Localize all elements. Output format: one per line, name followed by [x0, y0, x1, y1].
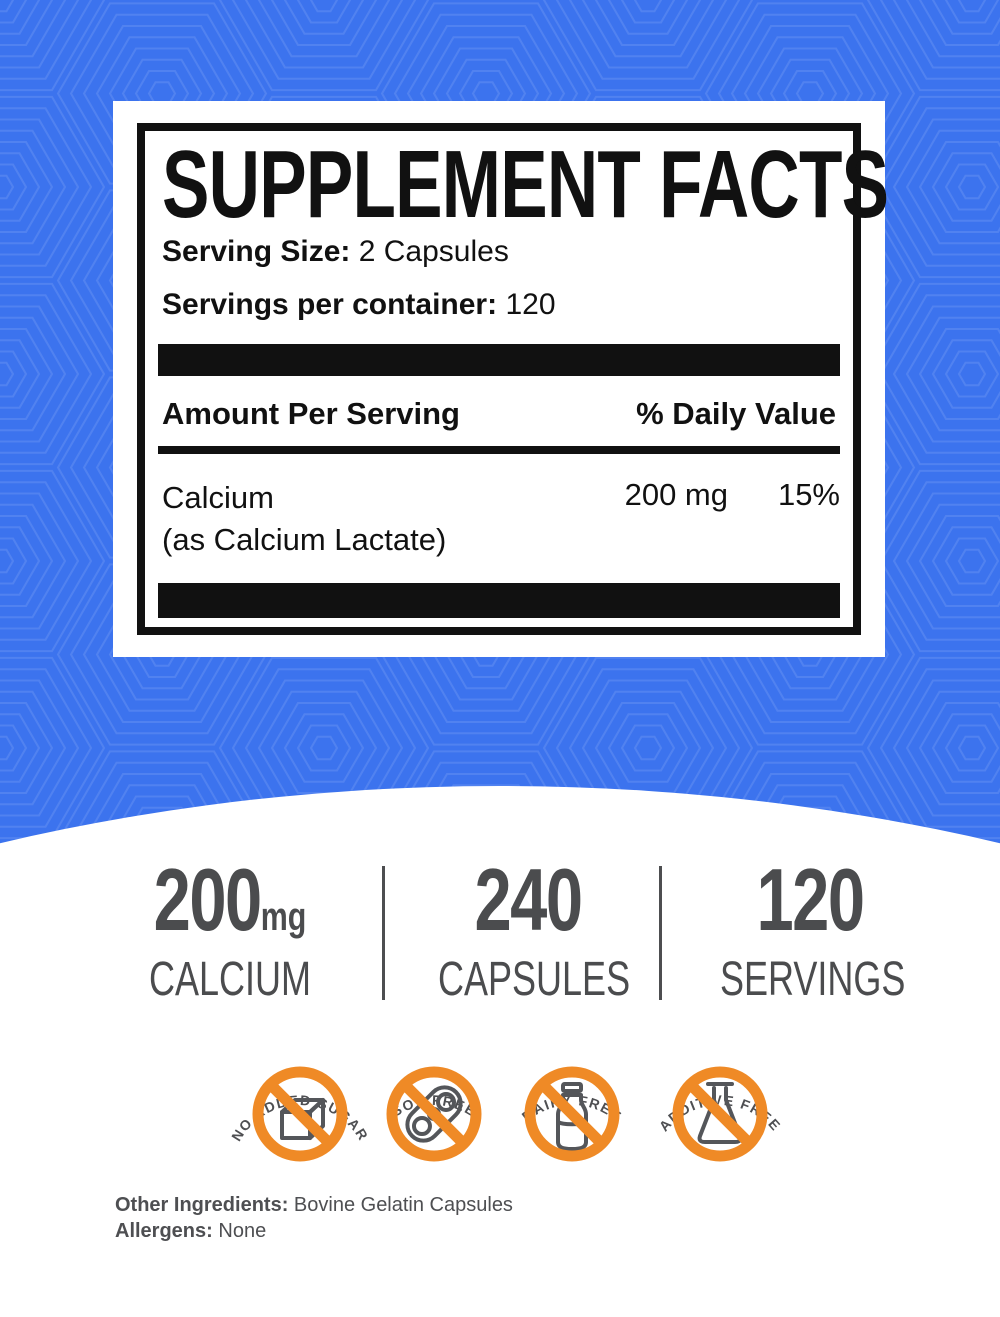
serving-size-value: 2 Capsules — [358, 235, 509, 268]
nutrient-name-main: Calcium — [162, 480, 274, 515]
prohibition-slash — [400, 1080, 468, 1148]
stat-capsules: 240 CAPSULES — [408, 856, 648, 1004]
nutrient-row: Calcium (as Calcium Lactate) 200 mg 15% — [162, 477, 840, 561]
stat-servings-number: 120 — [719, 856, 901, 944]
badge-no-added-sugar: NO ADDED SUGAR — [228, 1066, 370, 1162]
servings-per-container-line: Servings per container: 120 — [162, 288, 556, 322]
prohibition-slash — [538, 1080, 606, 1148]
nutrient-name-detail: (as Calcium Lactate) — [162, 522, 447, 558]
serving-size-line: Serving Size: 2 Capsules — [162, 235, 509, 269]
white-curve-section — [0, 786, 1000, 1317]
nutrient-daily-value: 15% — [777, 477, 840, 512]
stat-capsules-label: CAPSULES — [438, 953, 631, 1006]
prohibition-ring — [672, 1066, 768, 1162]
stat-calcium: 200mg CALCIUM — [110, 856, 350, 1004]
stat-divider-2 — [659, 866, 662, 1000]
allergens-label: Allergens: — [115, 1220, 213, 1242]
stat-servings-label: SERVINGS — [720, 953, 906, 1006]
prohibition-slash — [686, 1080, 754, 1148]
supplement-facts-title: SUPPLEMENT FACTS — [162, 131, 889, 238]
supplement-facts-border-box: SUPPLEMENT FACTS Serving Size: 2 Capsule… — [137, 123, 889, 635]
supplement-facts-panel: SUPPLEMENT FACTS Serving Size: 2 Capsule… — [113, 101, 889, 657]
nutrient-name: Calcium (as Calcium Lactate) — [162, 477, 578, 561]
prohibition-ring — [386, 1066, 482, 1162]
prohibition-slash — [266, 1080, 334, 1148]
stat-calcium-value: 200 — [153, 850, 263, 949]
other-ingredients-value: Bovine Gelatin Capsules — [293, 1194, 513, 1216]
badge-dairy-free: DAIRY FREE — [519, 1066, 624, 1162]
servings-per-container-label: Servings per container: — [162, 288, 498, 321]
stat-capsules-number: 240 — [437, 856, 619, 944]
divider-bar-bottom — [158, 583, 840, 618]
stat-divider-1 — [382, 866, 385, 1000]
nutrient-amount: 200 mg — [624, 477, 728, 512]
servings-per-container-value: 120 — [505, 288, 556, 321]
stat-calcium-label: CALCIUM — [148, 953, 312, 1006]
prohibition-ring — [524, 1066, 620, 1162]
other-ingredients-label: Other Ingredients: — [115, 1194, 289, 1216]
prohibition-ring — [252, 1066, 348, 1162]
footer-ingredients-block: Other Ingredients: Bovine Gelatin Capsul… — [115, 1192, 513, 1244]
stat-servings-value: 120 — [756, 850, 865, 949]
stat-calcium-number: 200mg — [139, 856, 321, 944]
badge-additive-free: ADDITIVE FREE — [656, 1066, 783, 1162]
daily-value-header: % Daily Value — [636, 396, 836, 431]
badge-soy-free: SOY FREE — [386, 1066, 482, 1162]
divider-bar-top — [158, 344, 840, 376]
other-ingredients-line: Other Ingredients: Bovine Gelatin Capsul… — [115, 1192, 513, 1218]
stat-capsules-value: 240 — [474, 850, 583, 949]
amount-per-serving-header: Amount Per Serving — [162, 396, 460, 431]
allergens-line: Allergens: None — [115, 1218, 513, 1244]
facts-table-header: Amount Per Serving % Daily Value — [158, 396, 840, 454]
allergens-value: None — [218, 1220, 267, 1242]
stat-servings: 120 SERVINGS — [690, 856, 930, 1004]
stat-calcium-unit: mg — [260, 895, 307, 939]
serving-size-label: Serving Size: — [162, 235, 351, 268]
